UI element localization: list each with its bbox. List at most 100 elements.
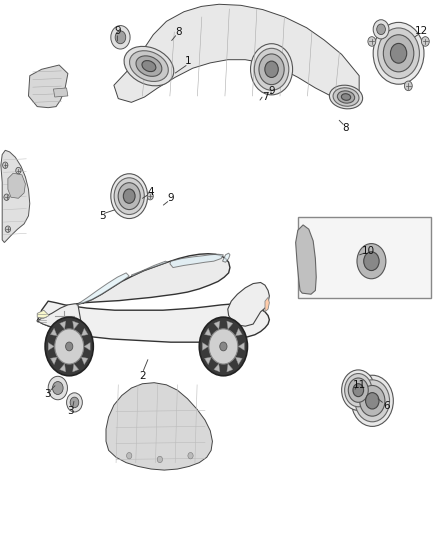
Text: 8: 8 — [343, 123, 350, 133]
Polygon shape — [227, 364, 233, 372]
Circle shape — [373, 20, 389, 39]
Polygon shape — [205, 328, 211, 336]
Circle shape — [4, 194, 9, 200]
Circle shape — [390, 43, 407, 63]
Polygon shape — [1, 150, 30, 243]
Circle shape — [251, 44, 293, 95]
Circle shape — [353, 384, 364, 397]
Bar — [298, 217, 431, 298]
Circle shape — [342, 370, 375, 410]
Polygon shape — [205, 357, 211, 365]
Polygon shape — [81, 328, 88, 336]
Circle shape — [351, 375, 393, 426]
Text: 4: 4 — [148, 187, 155, 197]
Circle shape — [111, 26, 130, 49]
Circle shape — [70, 397, 79, 408]
Ellipse shape — [136, 56, 162, 76]
Polygon shape — [214, 321, 220, 329]
Polygon shape — [214, 364, 220, 372]
Circle shape — [147, 192, 153, 200]
Text: 9: 9 — [114, 26, 121, 36]
Circle shape — [188, 453, 193, 459]
Polygon shape — [227, 321, 233, 329]
Circle shape — [124, 189, 135, 203]
Text: 9: 9 — [167, 193, 174, 203]
Circle shape — [66, 342, 73, 351]
Circle shape — [220, 342, 227, 351]
Polygon shape — [8, 173, 25, 198]
Polygon shape — [223, 253, 230, 262]
Polygon shape — [265, 297, 269, 312]
Polygon shape — [131, 261, 167, 276]
Polygon shape — [75, 254, 230, 305]
Polygon shape — [50, 328, 57, 336]
Circle shape — [254, 49, 289, 90]
Text: 3: 3 — [67, 407, 74, 416]
Circle shape — [16, 167, 21, 174]
Polygon shape — [37, 301, 269, 342]
Ellipse shape — [130, 51, 168, 82]
Polygon shape — [170, 254, 223, 268]
Polygon shape — [28, 65, 68, 108]
Ellipse shape — [124, 46, 174, 86]
Polygon shape — [114, 4, 359, 102]
Polygon shape — [73, 321, 79, 329]
Circle shape — [114, 178, 144, 214]
Polygon shape — [106, 383, 212, 470]
Circle shape — [55, 329, 84, 364]
Circle shape — [157, 456, 162, 463]
Circle shape — [5, 226, 11, 232]
Ellipse shape — [142, 61, 156, 71]
Ellipse shape — [329, 85, 363, 109]
Circle shape — [366, 393, 379, 409]
Circle shape — [368, 37, 376, 46]
Circle shape — [115, 31, 126, 44]
Circle shape — [377, 24, 385, 35]
Polygon shape — [60, 364, 66, 372]
Text: 9: 9 — [268, 86, 275, 95]
Circle shape — [360, 385, 385, 416]
Circle shape — [265, 61, 278, 77]
Circle shape — [45, 317, 93, 376]
Circle shape — [378, 28, 420, 79]
Polygon shape — [53, 88, 68, 97]
Text: 1: 1 — [185, 56, 192, 66]
Circle shape — [404, 81, 412, 91]
Circle shape — [345, 374, 372, 407]
Circle shape — [352, 237, 391, 285]
Polygon shape — [296, 225, 316, 294]
Polygon shape — [37, 310, 49, 319]
Circle shape — [421, 37, 429, 46]
Circle shape — [3, 162, 8, 168]
Text: 3: 3 — [44, 390, 51, 399]
Polygon shape — [73, 364, 79, 372]
Text: 7: 7 — [261, 92, 268, 102]
Text: 6: 6 — [383, 401, 390, 411]
Text: 2: 2 — [139, 371, 146, 381]
Circle shape — [373, 22, 424, 84]
Circle shape — [111, 174, 148, 219]
Circle shape — [53, 382, 63, 394]
Polygon shape — [236, 328, 242, 336]
Circle shape — [355, 380, 389, 422]
Polygon shape — [50, 357, 57, 365]
Text: 11: 11 — [353, 380, 366, 390]
Ellipse shape — [333, 88, 359, 106]
Polygon shape — [77, 273, 129, 305]
Polygon shape — [236, 357, 242, 365]
Ellipse shape — [341, 94, 351, 100]
Circle shape — [127, 453, 132, 459]
Circle shape — [67, 393, 82, 412]
Circle shape — [347, 232, 396, 290]
Polygon shape — [238, 343, 244, 350]
Text: 12: 12 — [415, 26, 428, 36]
Polygon shape — [60, 321, 66, 329]
Circle shape — [209, 329, 238, 364]
Polygon shape — [228, 282, 269, 326]
Circle shape — [199, 317, 247, 376]
Text: 8: 8 — [175, 27, 182, 37]
Circle shape — [364, 252, 379, 271]
Circle shape — [357, 244, 386, 279]
Polygon shape — [81, 357, 88, 365]
Text: 5: 5 — [99, 211, 106, 221]
